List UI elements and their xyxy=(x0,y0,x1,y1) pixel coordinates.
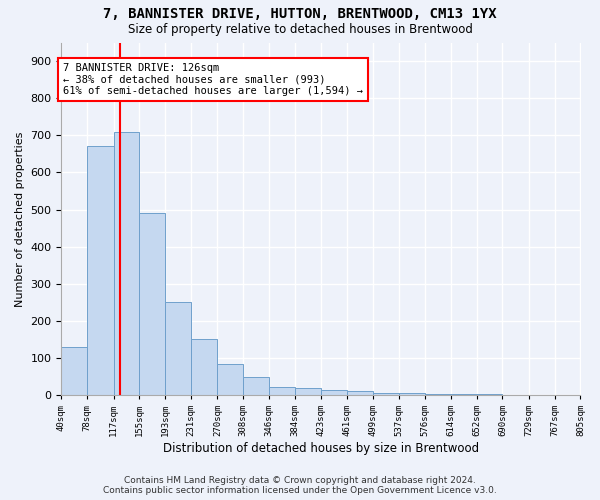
Bar xyxy=(269,387,295,395)
Text: 7 BANNISTER DRIVE: 126sqm
← 38% of detached houses are smaller (993)
61% of semi: 7 BANNISTER DRIVE: 126sqm ← 38% of detac… xyxy=(63,63,363,96)
Bar xyxy=(165,302,191,395)
Bar xyxy=(321,390,347,395)
Bar xyxy=(191,340,217,395)
X-axis label: Distribution of detached houses by size in Brentwood: Distribution of detached houses by size … xyxy=(163,442,479,455)
Bar xyxy=(217,364,243,395)
Bar xyxy=(476,394,502,395)
Bar xyxy=(295,388,321,395)
Bar xyxy=(87,146,113,395)
Bar xyxy=(398,394,425,395)
Text: Size of property relative to detached houses in Brentwood: Size of property relative to detached ho… xyxy=(128,22,472,36)
Bar xyxy=(425,394,451,395)
Bar xyxy=(347,392,373,395)
Bar xyxy=(139,214,165,395)
Y-axis label: Number of detached properties: Number of detached properties xyxy=(15,131,25,306)
Text: Contains HM Land Registry data © Crown copyright and database right 2024.
Contai: Contains HM Land Registry data © Crown c… xyxy=(103,476,497,495)
Text: 7, BANNISTER DRIVE, HUTTON, BRENTWOOD, CM13 1YX: 7, BANNISTER DRIVE, HUTTON, BRENTWOOD, C… xyxy=(103,8,497,22)
Bar xyxy=(113,132,139,395)
Bar xyxy=(61,347,87,395)
Bar xyxy=(243,376,269,395)
Bar xyxy=(451,394,476,395)
Bar xyxy=(373,392,398,395)
